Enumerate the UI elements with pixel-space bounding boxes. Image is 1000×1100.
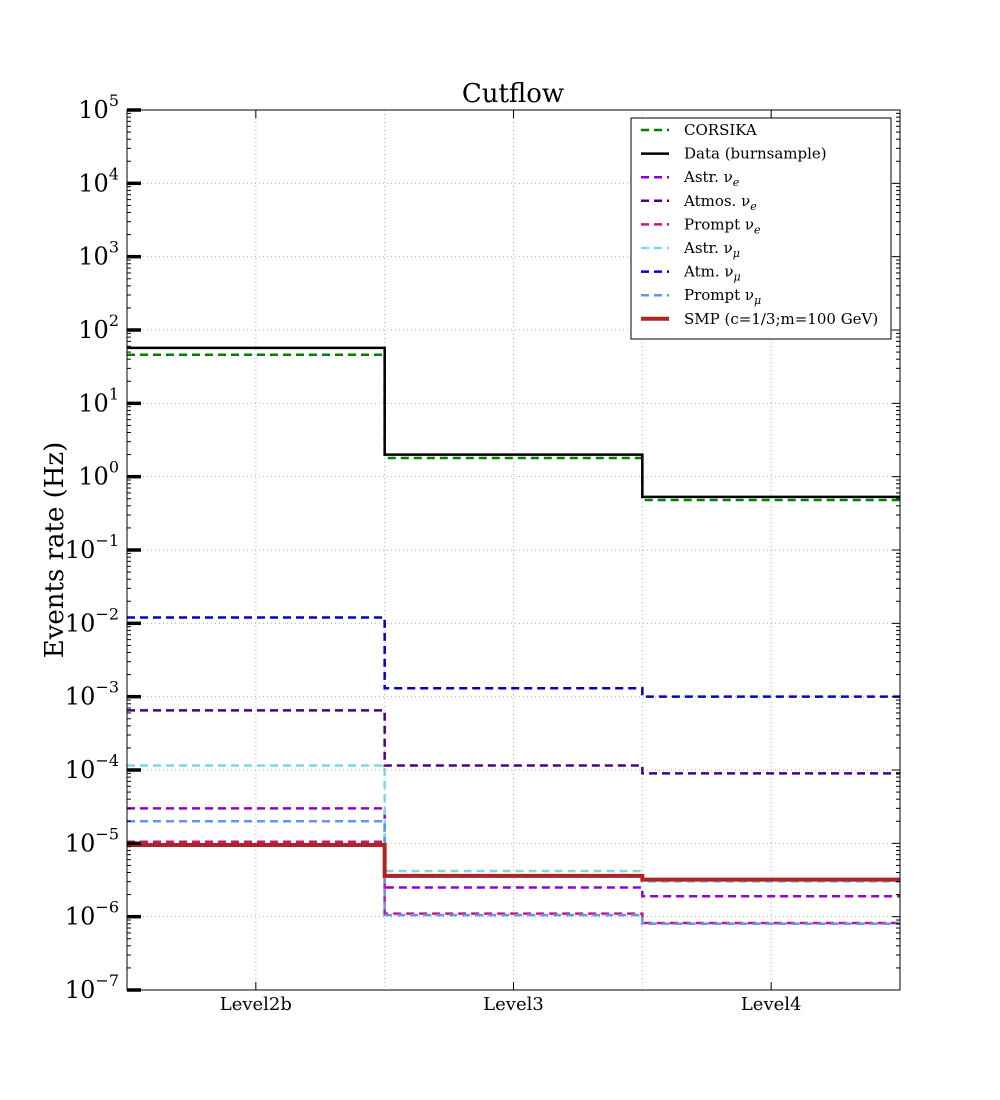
y-tick-label: 10−7 (65, 971, 119, 1004)
legend-label: Astr. νe (683, 168, 740, 189)
series-line-corsika (127, 353, 900, 502)
y-tick-label: 10−5 (65, 824, 119, 857)
series-line-data-burnsample (127, 346, 900, 499)
y-tick-label: 100 (78, 458, 119, 491)
y-tick-label: 101 (78, 384, 119, 417)
chart-title: Cutflow (462, 79, 564, 109)
y-tick-label: 10−4 (65, 751, 119, 784)
legend-label: Prompt νμ (684, 286, 761, 307)
y-tick-label: 10−2 (65, 604, 119, 637)
legend-label: Atm. νμ (683, 263, 741, 284)
legend-label: Data (burnsample) (684, 145, 827, 163)
y-tick-label: 104 (78, 164, 119, 197)
series-line-prompt (127, 820, 900, 926)
series-line-smp-c-1-3-m-100-gev (127, 842, 900, 882)
series-line-prompt-e (127, 840, 900, 925)
y-tick-label: 10−3 (65, 678, 119, 711)
series-lines (127, 346, 900, 926)
y-tick-label: 102 (78, 311, 119, 344)
legend-label: Prompt νe (684, 215, 761, 236)
y-axis-label: Events rate (Hz) (40, 442, 70, 659)
axis-ticks: 105 104 103 102 101 100 10−1 10−2 10−3 10−4 10−5 10… (65, 91, 900, 1015)
legend-label: CORSIKA (684, 121, 757, 139)
legend-label: SMP (c=1/3;m=100 GeV) (684, 310, 878, 328)
y-tick-label: 105 (78, 91, 119, 124)
x-tick-label: Level2b (220, 994, 292, 1015)
series-line-atmos-e (127, 709, 900, 775)
legend-label: Astr. νμ (683, 239, 740, 260)
x-tick-label: Level3 (483, 994, 544, 1015)
legend-box (630, 117, 892, 340)
series-line-astr-e (127, 807, 900, 898)
legend-label: Atmos. νe (683, 192, 757, 213)
y-tick-label: 103 (78, 238, 119, 271)
series-line-atm (127, 616, 900, 698)
legend: CORSIKA Data (burnsample) Astr. νe Atmos. ν… (630, 117, 892, 340)
y-tick-label: 10−1 (65, 531, 119, 564)
y-tick-label: 10−6 (65, 898, 119, 931)
x-tick-label: Level4 (741, 994, 802, 1015)
series-line-astr (127, 764, 900, 883)
